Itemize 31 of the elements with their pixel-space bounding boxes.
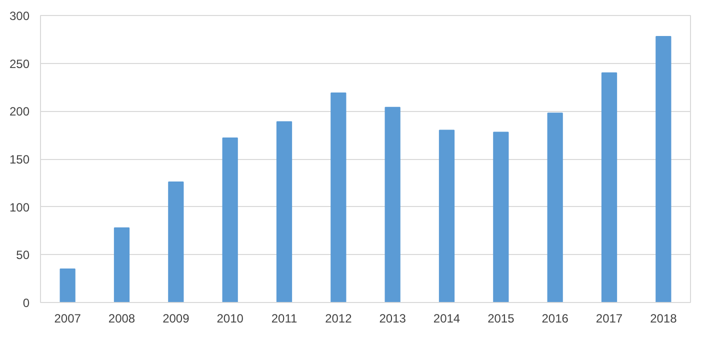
bar [330, 92, 346, 302]
y-tick-label: 0 [22, 296, 30, 310]
bar [601, 72, 618, 302]
x-tick-label: 2017 [596, 312, 623, 326]
bar [276, 121, 292, 302]
y-tick-label: 250 [9, 56, 30, 71]
y-tick-label: 150 [9, 152, 30, 166]
x-tick-label: 2011 [271, 312, 298, 326]
x-tick-label: 2018 [650, 312, 678, 326]
bar [222, 137, 238, 302]
x-tick-label: 2012 [325, 312, 352, 326]
bar [438, 130, 455, 302]
x-tick-label: 2007 [54, 312, 82, 326]
bar [547, 112, 563, 302]
bar [114, 227, 130, 302]
bar [168, 181, 184, 302]
x-tick-label: 2016 [542, 312, 569, 326]
x-tick-label: 2010 [216, 312, 244, 326]
x-tick-label: 2008 [108, 312, 136, 326]
y-tick-label: 200 [9, 104, 30, 119]
bar [656, 36, 672, 302]
x-tick-label: 2015 [488, 312, 515, 326]
y-tick-label: 50 [16, 248, 30, 262]
bar [493, 132, 509, 302]
x-tick-label: 2009 [162, 312, 190, 326]
bar [384, 106, 400, 302]
x-tick-label: 2013 [379, 312, 406, 326]
y-tick-label: 100 [9, 200, 30, 214]
x-tick-label: 2014 [433, 312, 460, 326]
bar [60, 268, 76, 302]
y-tick-label: 300 [9, 9, 30, 23]
